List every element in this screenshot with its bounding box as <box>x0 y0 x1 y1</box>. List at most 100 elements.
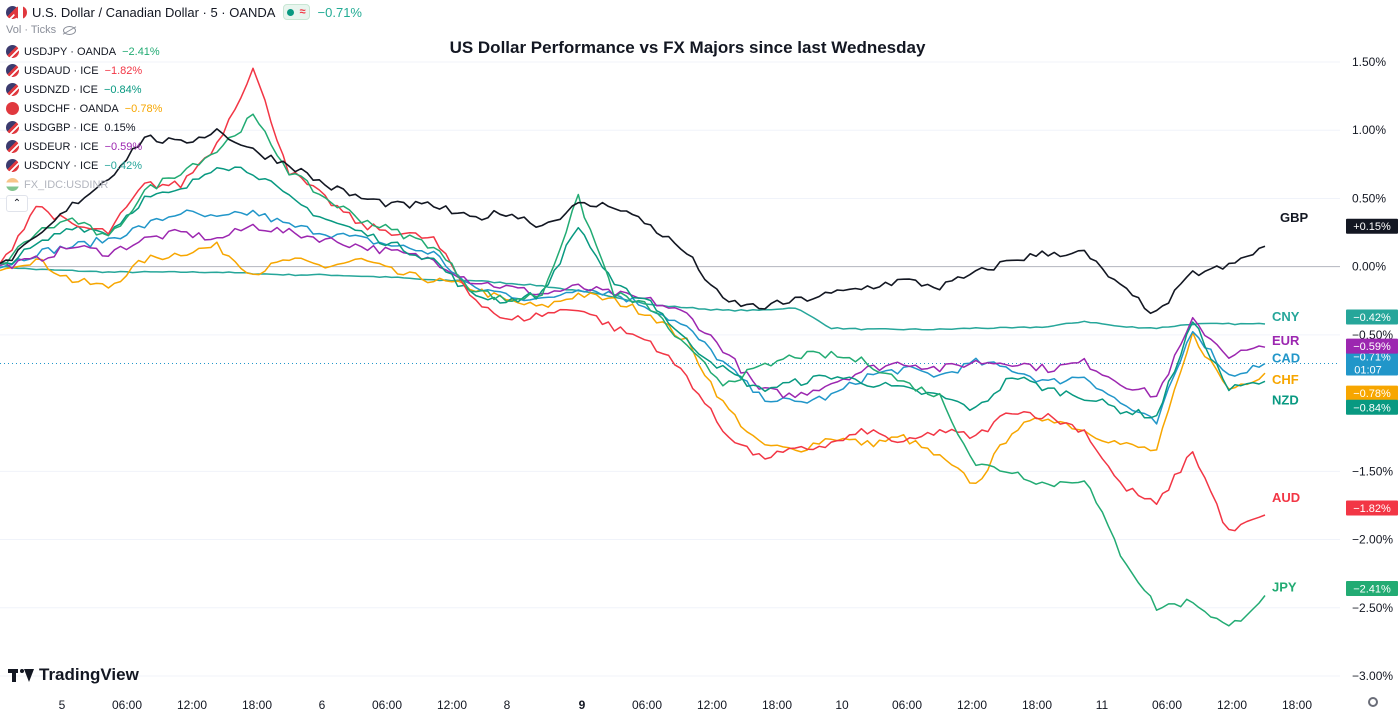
series-line-nzd <box>0 166 1266 419</box>
y-tick-label: −1.50% <box>1352 464 1393 478</box>
value-badge-label: −0.71% <box>1353 352 1391 364</box>
series-end-label: CHF <box>1272 372 1299 387</box>
symbol-title: U.S. Dollar / Canadian Dollar · 5 · OAND… <box>32 4 276 20</box>
series-line-jpy <box>0 113 1266 627</box>
x-tick-label: 10 <box>835 698 849 712</box>
x-tick-label: 18:00 <box>762 698 792 712</box>
x-tick-label: 5 <box>59 698 66 712</box>
value-badge-label: −0.59% <box>1353 341 1391 353</box>
logo-text: TradingView <box>39 665 139 684</box>
symbol-change: −0.71% <box>317 4 362 20</box>
x-tick-label: 06:00 <box>112 698 142 712</box>
x-tick-label: 18:00 <box>1022 698 1052 712</box>
legend-item[interactable]: USDCHF · OANDA −0.78% <box>6 99 162 118</box>
value-badge-label: +0.15% <box>1353 221 1391 233</box>
value-badge <box>1346 580 1398 596</box>
value-badge <box>1346 385 1398 401</box>
volume-indicator[interactable]: Vol · Ticks <box>6 24 77 36</box>
series-end-label: EUR <box>1272 333 1300 348</box>
legend-item-change: −2.41% <box>122 45 160 58</box>
in-flag-icon <box>6 178 19 191</box>
legend-item-change: −1.82% <box>104 64 143 77</box>
series-end-label: CNY <box>1272 309 1300 324</box>
legend-item-change: −0.42% <box>104 159 142 172</box>
legend-item-change: −0.84% <box>103 83 142 96</box>
x-tick-label: 06:00 <box>1152 698 1182 712</box>
x-tick-label: 12:00 <box>957 698 987 712</box>
y-tick-label: 0.00% <box>1352 260 1386 274</box>
y-tick-label: −2.00% <box>1352 533 1393 547</box>
x-tick-label: 12:00 <box>1217 698 1247 712</box>
legend-item[interactable]: USDEUR · ICE −0.59% <box>6 137 162 156</box>
x-tick-label: 18:00 <box>1282 698 1312 712</box>
series-line-cny <box>0 265 1266 331</box>
compare-legend: USDJPY · OANDA −2.41% USDAUD · ICE −1.82% US… <box>6 42 162 194</box>
legend-item[interactable]: USDGBP · ICE 0.15% <box>6 118 162 137</box>
x-tick-label: 11 <box>1096 698 1109 712</box>
y-tick-label: 1.00% <box>1352 123 1386 137</box>
approx-badge: ≈ <box>299 6 306 18</box>
series-end-label: AUD <box>1272 490 1300 505</box>
canada-flag-icon <box>14 5 27 19</box>
value-badge-label: −1.82% <box>1353 503 1391 515</box>
legend-item[interactable]: USDJPY · OANDA −2.41% <box>6 42 162 61</box>
series-end-label: JPY <box>1272 579 1297 594</box>
chart-title: US Dollar Performance vs FX Majors since… <box>449 38 926 57</box>
value-badge <box>1346 399 1398 415</box>
value-badge <box>1346 218 1398 234</box>
legend-item[interactable]: USDAUD · ICE −1.82% <box>6 61 162 80</box>
series-end-label: CAD <box>1272 351 1300 366</box>
symbol-header[interactable]: U.S. Dollar / Canadian Dollar · 5 · OAND… <box>6 3 362 21</box>
x-tick-label: 8 <box>504 698 511 712</box>
market-status-badge[interactable]: ≈ <box>283 4 310 20</box>
eye-hidden-icon[interactable] <box>63 25 77 35</box>
legend-item-change: 0.15% <box>104 121 136 134</box>
us-flag-icon <box>6 140 19 153</box>
x-tick-label: 06:00 <box>892 698 922 712</box>
legend-item-label: FX_IDC:USDINR <box>24 178 109 191</box>
value-badge-label: −0.78% <box>1353 388 1391 400</box>
series-end-label: NZD <box>1272 392 1299 407</box>
us-flag-icon <box>6 121 19 134</box>
y-tick-label: 1.50% <box>1352 55 1386 69</box>
x-tick-label: 9 <box>579 698 586 712</box>
y-tick-label: −3.00% <box>1352 669 1393 683</box>
us-flag-icon <box>6 83 19 96</box>
tradingview-logo[interactable]: TradingView <box>8 664 139 686</box>
series-line-cad <box>0 209 1266 425</box>
us-flag-icon <box>6 159 19 172</box>
series-line-eur <box>0 223 1266 399</box>
value-badge-label: −2.41% <box>1353 583 1391 595</box>
y-tick-label: −0.50% <box>1352 328 1393 342</box>
x-tick-label: 18:00 <box>242 698 272 712</box>
series-line-aud <box>0 67 1266 532</box>
x-tick-label: 06:00 <box>372 698 402 712</box>
ch-flag-icon <box>6 102 19 115</box>
value-badge <box>1346 309 1398 325</box>
volume-label: Vol · Ticks <box>6 24 57 36</box>
gear-icon[interactable] <box>1368 697 1378 707</box>
tradingview-logo-icon <box>8 668 34 682</box>
legend-item[interactable]: FX_IDC:USDINR <box>6 175 162 194</box>
series-line-gbp <box>0 128 1266 315</box>
legend-item-label: USDNZD · ICE <box>24 83 98 96</box>
us-flag-icon <box>6 64 19 77</box>
value-badge <box>1346 338 1398 354</box>
x-tick-label: 12:00 <box>177 698 207 712</box>
legend-item-label: USDAUD · ICE <box>24 64 99 77</box>
series-end-label: GBP <box>1280 210 1309 225</box>
legend-item-label: USDCHF · OANDA <box>24 102 119 115</box>
legend-item-label: USDEUR · ICE <box>24 140 99 153</box>
legend-item-change: −0.59% <box>104 140 143 153</box>
x-tick-label: 12:00 <box>697 698 727 712</box>
legend-item-label: USDCNY · ICE <box>24 159 99 172</box>
legend-item[interactable]: USDNZD · ICE −0.84% <box>6 80 162 99</box>
value-badge-label: −0.84% <box>1353 402 1391 414</box>
x-tick-label: 6 <box>319 698 326 712</box>
value-badge-label: −0.42% <box>1353 312 1391 324</box>
legend-item-change: −0.78% <box>124 102 163 115</box>
value-badge <box>1346 349 1398 376</box>
collapse-legend-button[interactable]: ⌃ <box>6 195 28 212</box>
legend-item[interactable]: USDCNY · ICE −0.42% <box>6 156 162 175</box>
